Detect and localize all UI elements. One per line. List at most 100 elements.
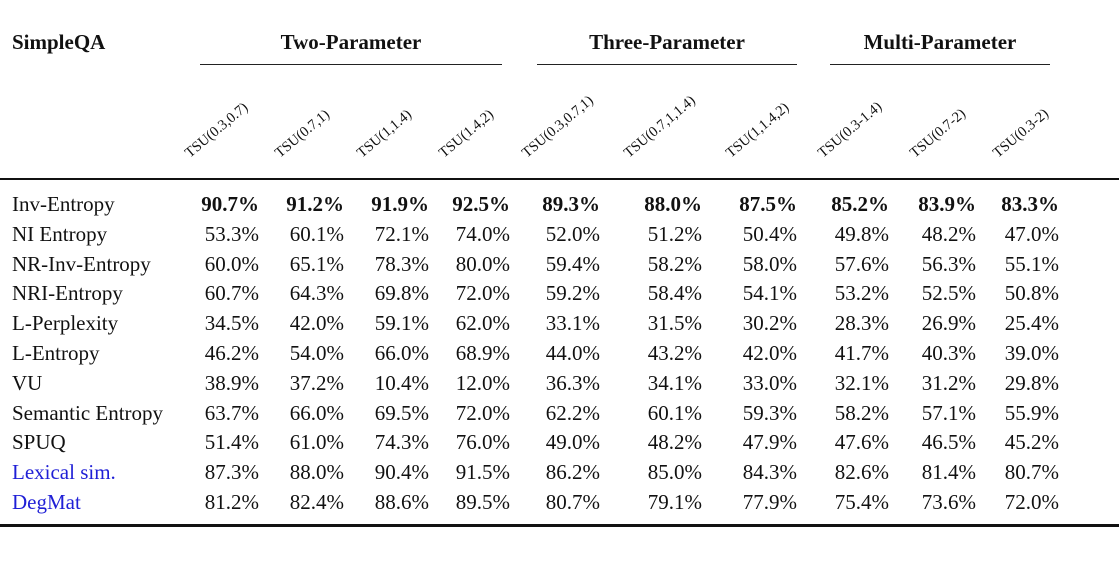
table-cell: 53.2%: [834, 281, 889, 306]
table-cell: 82.4%: [289, 490, 344, 514]
table-cell: 69.8%: [374, 281, 429, 306]
table-cell: 60.0%: [204, 251, 259, 276]
table-cell: 46.5%: [921, 430, 976, 455]
table-cell: 33.0%: [742, 370, 797, 395]
table-cell: 54.0%: [289, 341, 344, 365]
column-header: TSU(0.7,1,1.4): [621, 92, 699, 162]
row-label[interactable]: DegMat: [12, 490, 81, 514]
table-cell: 88.6%: [374, 490, 429, 514]
table-cell: 56.3%: [921, 251, 976, 276]
table-cell: 84.3%: [742, 460, 797, 485]
table-cell: 63.7%: [204, 400, 259, 425]
table-cell: 46.2%: [204, 341, 259, 365]
table-cell: 62.0%: [455, 311, 510, 336]
table-cell: 85.2%: [831, 192, 889, 216]
row-label: NR-Inv-Entropy: [12, 251, 151, 276]
row-label: SPUQ: [12, 430, 66, 455]
table-cell: 53.3%: [204, 221, 259, 246]
table-cell: 66.0%: [289, 400, 344, 425]
table-cell: 48.2%: [647, 430, 702, 455]
table-cell: 50.4%: [742, 221, 797, 246]
table-cell: 62.2%: [545, 400, 600, 425]
table-cell: 33.1%: [545, 311, 600, 336]
table-cell: 31.2%: [921, 370, 976, 395]
row-label: L-Entropy: [12, 341, 100, 365]
table-cell: 91.5%: [455, 460, 510, 485]
table-cell: 55.9%: [1004, 400, 1059, 425]
table-cell: 48.2%: [921, 221, 976, 246]
table-cell: 74.0%: [455, 221, 510, 246]
table-cell: 59.3%: [742, 400, 797, 425]
table-cell: 42.0%: [742, 341, 797, 365]
table-cell: 30.2%: [742, 311, 797, 336]
table-cell: 85.0%: [647, 460, 702, 485]
table-cell: 87.5%: [739, 192, 797, 216]
table-cell: 80.0%: [455, 251, 510, 276]
table-cell: 59.2%: [545, 281, 600, 306]
table-cell: 58.2%: [834, 400, 889, 425]
header-bottom-rule: [0, 178, 1119, 180]
table-cell: 91.9%: [371, 192, 429, 216]
table-title: SimpleQA: [12, 30, 106, 54]
table-cell: 55.1%: [1004, 251, 1059, 276]
table-cell: 72.0%: [455, 281, 510, 306]
column-header: TSU(0.7-2): [907, 105, 969, 162]
table-cell: 10.4%: [374, 370, 429, 395]
table-cell: 73.6%: [921, 490, 976, 514]
table-cell: 59.4%: [545, 251, 600, 276]
table-cell: 25.4%: [1004, 311, 1059, 336]
table-cell: 74.3%: [374, 430, 429, 455]
table-cell: 75.4%: [834, 490, 889, 514]
table-cell: 34.5%: [204, 311, 259, 336]
table-cell: 47.9%: [742, 430, 797, 455]
table-cell: 83.9%: [918, 192, 976, 216]
row-label[interactable]: Lexical sim.: [12, 460, 116, 485]
bottom-rule: [0, 524, 1119, 527]
row-label: L-Perplexity: [12, 311, 119, 336]
table-cell: 81.2%: [204, 490, 259, 514]
table-cell: 60.1%: [647, 400, 702, 425]
table-cell: 89.3%: [542, 192, 600, 216]
row-label: NRI-Entropy: [12, 281, 123, 306]
column-header: TSU(1,1.4,2): [723, 99, 793, 162]
table-cell: 78.3%: [374, 251, 429, 276]
table-cell: 58.0%: [742, 251, 797, 276]
table-cell: 59.1%: [374, 311, 429, 336]
group-header-three-parameter: Three-Parameter: [589, 30, 745, 54]
table-cell: 52.0%: [545, 221, 600, 246]
table-cell: 49.0%: [545, 430, 600, 455]
table-cell: 49.8%: [834, 221, 889, 246]
table-cell: 65.1%: [289, 251, 344, 276]
table-cell: 72.1%: [374, 221, 429, 246]
column-header: TSU(0.7,1): [272, 106, 333, 162]
table-cell: 91.2%: [286, 192, 344, 216]
table-cell: 51.2%: [647, 221, 702, 246]
column-header: TSU(0.3,0.7,1): [519, 92, 597, 162]
table-cell: 58.4%: [647, 281, 702, 306]
table-cell: 83.3%: [1001, 192, 1059, 216]
row-label: Semantic Entropy: [12, 400, 164, 425]
table-cell: 77.9%: [742, 490, 797, 514]
table-cell: 44.0%: [545, 341, 600, 365]
table-cell: 45.2%: [1004, 430, 1059, 455]
column-header: TSU(0.3-1.4): [815, 98, 886, 162]
table-cell: 28.3%: [834, 311, 889, 336]
table-cell: 38.9%: [204, 370, 259, 395]
table-cell: 26.9%: [921, 311, 976, 336]
table-cell: 61.0%: [289, 430, 344, 455]
column-header: TSU(1.4,2): [436, 106, 497, 162]
table-cell: 66.0%: [374, 341, 429, 365]
table-cell: 89.5%: [455, 490, 510, 514]
row-label: NI Entropy: [12, 221, 108, 246]
table-cell: 80.7%: [545, 490, 600, 514]
table-cell: 90.7%: [201, 192, 259, 216]
table-cell: 82.6%: [834, 460, 889, 485]
group-underline-two-parameter: [200, 64, 502, 65]
column-header: TSU(1,1.4): [354, 106, 415, 162]
table-cell: 88.0%: [644, 192, 702, 216]
group-underline-multi-parameter: [830, 64, 1050, 65]
table-cell: 39.0%: [1004, 341, 1059, 365]
table-cell: 54.1%: [742, 281, 797, 306]
table-cell: 52.5%: [921, 281, 976, 306]
table-cell: 31.5%: [647, 311, 702, 336]
